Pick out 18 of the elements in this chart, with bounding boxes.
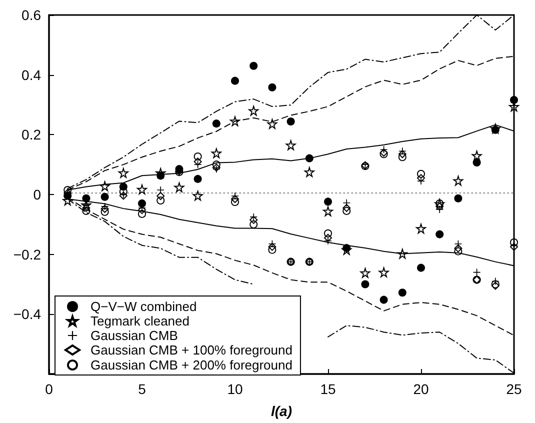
x-axis-title: l(a) bbox=[271, 403, 292, 419]
legend-label: Gaussian CMB + 100% foreground bbox=[90, 342, 292, 358]
x-tick-label: 25 bbox=[506, 381, 522, 397]
legend-label: Gaussian CMB bbox=[90, 328, 178, 343]
y-tick-label: −0.2 bbox=[13, 246, 42, 262]
x-tick-label: 0 bbox=[45, 381, 54, 397]
x-tick-label: 15 bbox=[320, 381, 336, 397]
x-tick-label: 5 bbox=[138, 381, 146, 397]
y-tick-label: 0.4 bbox=[22, 66, 42, 83]
y-tick-label: 0.2 bbox=[22, 126, 42, 143]
legend-label: Q−V−W combined bbox=[90, 299, 197, 314]
x-tick-label: 20 bbox=[413, 381, 429, 397]
legend-label: Gaussian CMB + 200% foreground bbox=[90, 358, 292, 372]
y-tick-label: 0.6 bbox=[22, 7, 42, 23]
y-tick-label: −0.4 bbox=[13, 306, 42, 322]
x-tick-label: 10 bbox=[227, 381, 243, 397]
y-tick-label: 0 bbox=[33, 186, 42, 202]
legend-label: Tegmark cleaned bbox=[90, 314, 190, 328]
